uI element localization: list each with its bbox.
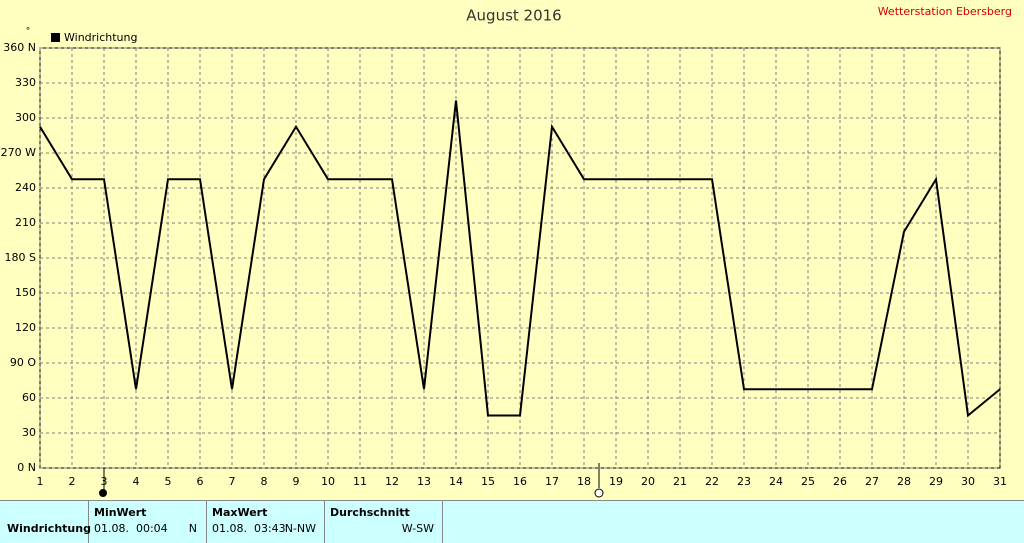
x-tick-label: 19 — [609, 475, 623, 488]
legend-label: Windrichtung — [64, 31, 137, 44]
row-label: Windrichtung — [7, 522, 91, 535]
y-tick-label: 240 — [15, 181, 36, 194]
header: MinWert — [94, 506, 147, 519]
x-tick-label: 22 — [705, 475, 719, 488]
x-tick-label: 28 — [897, 475, 911, 488]
max-time: 01.08. 03:43 — [212, 522, 286, 535]
x-tick-label: 12 — [385, 475, 399, 488]
x-tick-label: 3 — [101, 475, 108, 488]
x-tick-label: 7 — [229, 475, 236, 488]
y-tick-label: 0 N — [17, 461, 36, 474]
header: Durchschnitt — [330, 506, 410, 519]
y-tick-label: 210 — [15, 216, 36, 229]
x-tick-label: 11 — [353, 475, 367, 488]
col-avg — [325, 501, 443, 543]
x-tick-label: 15 — [481, 475, 495, 488]
x-tick-label: 16 — [513, 475, 527, 488]
x-tick-label: 4 — [133, 475, 140, 488]
y-tick-label: 60 — [22, 391, 36, 404]
x-tick-label: 5 — [165, 475, 172, 488]
x-tick-label: 21 — [673, 475, 687, 488]
line — [39, 100, 1001, 418]
x-tick-label: 8 — [261, 475, 268, 488]
header: MaxWert — [212, 506, 268, 519]
chart: August 2016 Wetterstation Ebersberg ° Wi… — [1, 5, 1012, 498]
x-tick-label: 30 — [961, 475, 975, 488]
x-tick-label: 18 — [577, 475, 591, 488]
y-tick-label: 270 W — [1, 146, 36, 159]
summary-table: Windrichtung MinWert 01.08. 00:04 N MaxW… — [0, 500, 1024, 543]
station-label: Wetterstation Ebersberg — [878, 5, 1012, 18]
x-tick-label: 29 — [929, 475, 943, 488]
x-tick-label: 10 — [321, 475, 335, 488]
x-tick-label: 26 — [833, 475, 847, 488]
chart-title: August 2016 — [466, 7, 561, 25]
y-tick-label: 300 — [15, 111, 36, 124]
min-time: 01.08. 00:04 — [94, 522, 168, 535]
y-tick-label: 330 — [15, 76, 36, 89]
y-tick-label: 90 O — [10, 356, 36, 369]
x-tick-label: 27 — [865, 475, 879, 488]
avg-dir: W-SW — [401, 522, 434, 535]
x-tick-label: 31 — [993, 475, 1007, 488]
x-tick-label: 23 — [737, 475, 751, 488]
x-tick-label: 20 — [641, 475, 655, 488]
x-tick-label: 9 — [293, 475, 300, 488]
col-label — [0, 501, 89, 543]
moon-new — [99, 489, 107, 497]
x-tick-label: 2 — [69, 475, 76, 488]
x-tick-label: 25 — [801, 475, 815, 488]
y-tick-label: 120 — [15, 321, 36, 334]
x-tick-label: 17 — [545, 475, 559, 488]
x-tick-label: 14 — [449, 475, 463, 488]
x-tick-label: 6 — [197, 475, 204, 488]
y-axis-label: ° — [26, 27, 31, 37]
moon-full — [594, 488, 604, 498]
y-tick-label: 180 S — [5, 251, 36, 264]
y-tick-label: 150 — [15, 286, 36, 299]
min-dir: N — [188, 522, 197, 535]
x-tick-label: 13 — [417, 475, 431, 488]
y-tick-label: 360 N — [3, 41, 36, 54]
col-max — [207, 501, 325, 543]
x-tick-label: 24 — [769, 475, 783, 488]
legend-swatch — [51, 33, 60, 42]
col-min — [89, 501, 207, 543]
max-dir: N-NW — [284, 522, 316, 535]
y-tick-label: 30 — [22, 426, 36, 439]
x-tick-label: 1 — [37, 475, 44, 488]
